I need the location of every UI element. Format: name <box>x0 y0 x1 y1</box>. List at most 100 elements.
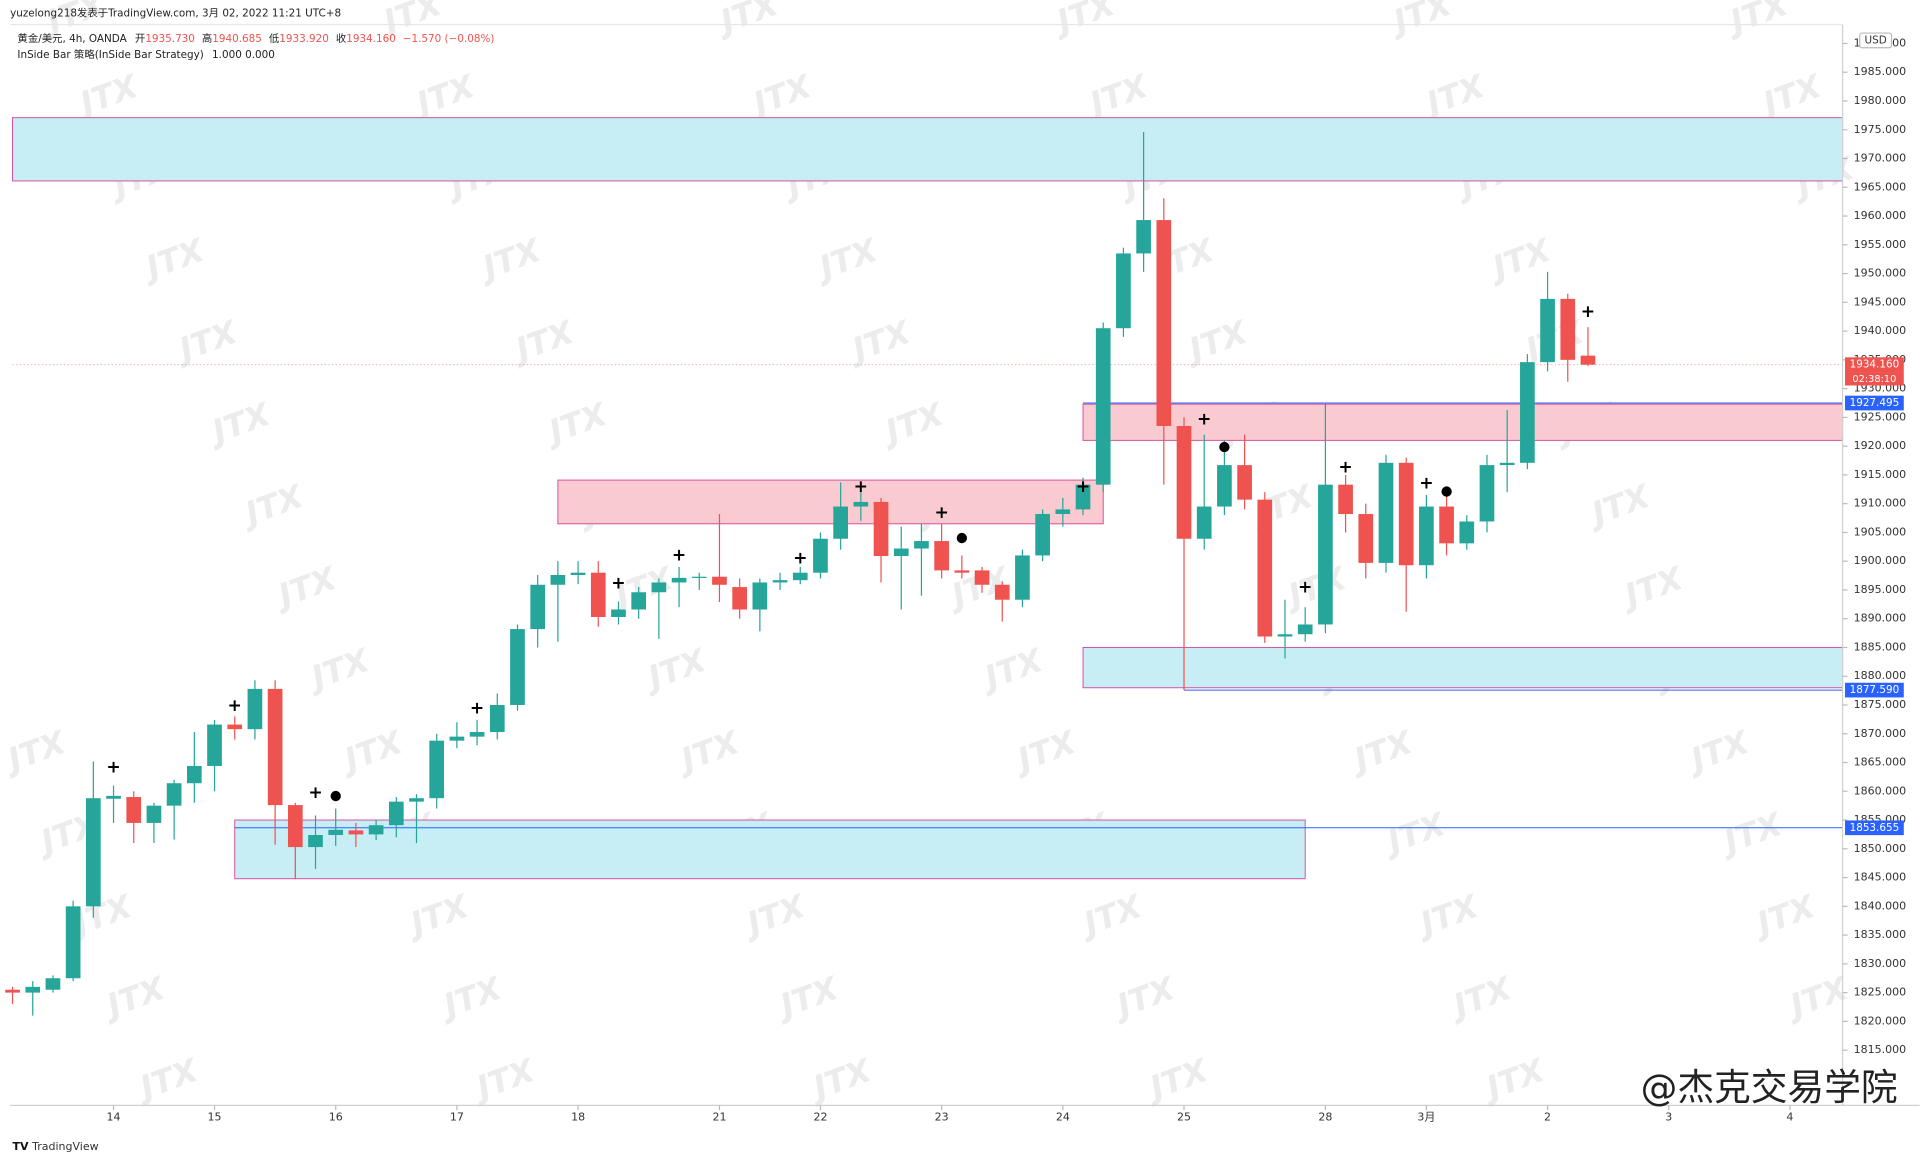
candle-body <box>287 805 303 848</box>
x-tick-label: 21 <box>712 1111 726 1124</box>
candle-body <box>429 740 445 799</box>
candle-body <box>934 541 949 571</box>
quote-value: 1933.920 <box>279 33 329 45</box>
signal-marker: + <box>308 783 322 803</box>
candle-body <box>1277 634 1293 637</box>
candle-body <box>207 724 222 766</box>
price-badge-label: 1927.495 <box>1850 397 1900 409</box>
candle-body <box>106 795 121 799</box>
y-tick-label: 1825.000 <box>1854 986 1906 999</box>
x-tick-label: 18 <box>571 1111 585 1124</box>
signal-marker: ● <box>330 788 342 803</box>
signal-marker: + <box>1419 474 1433 494</box>
candle-body <box>1196 506 1212 539</box>
candle-body <box>25 986 41 993</box>
candle-body <box>792 572 808 581</box>
watermark: JTX <box>710 0 785 43</box>
quote-change: −1.570 (−0.08%) <box>403 33 495 45</box>
candle-body <box>1156 220 1172 427</box>
candle-body <box>1378 462 1394 563</box>
x-tick-label: 28 <box>1318 1111 1332 1124</box>
zone <box>1082 403 1844 441</box>
signal-marker: + <box>1076 477 1090 497</box>
watermark: JTX <box>301 641 376 699</box>
zone <box>1082 646 1844 689</box>
candle-body <box>1075 484 1091 510</box>
axis-layer: 1815.000 1820.000 1825.000 1830.000 1835.000… <box>107 36 1907 1123</box>
author-line: yuzelong218发表于TradingView.com, 3月 02, 20… <box>10 6 341 19</box>
x-tick-label: 3 <box>1665 1111 1672 1124</box>
zone <box>234 819 1306 880</box>
watermark: JTX <box>770 969 845 1027</box>
watermark: JTX <box>1383 0 1458 43</box>
x-tick-label: 25 <box>1177 1111 1191 1124</box>
watermark: JTX <box>803 1051 878 1109</box>
y-tick-label: 1845.000 <box>1854 871 1906 884</box>
candle-body <box>1095 328 1111 485</box>
candle-body <box>974 570 990 585</box>
y-tick-label: 1940.000 <box>1854 324 1906 337</box>
watermark: JTX <box>1073 887 1148 945</box>
watermark: JTX <box>809 230 884 288</box>
watermark: JTX <box>974 641 1049 699</box>
y-tick-label: 1980.000 <box>1854 94 1906 107</box>
candle-body <box>1297 624 1313 635</box>
candle-body <box>146 805 162 823</box>
candle-body <box>65 906 81 979</box>
price-badge-label: 1934.160 <box>1850 359 1900 371</box>
candle-body <box>1176 426 1192 539</box>
candle-body <box>954 570 970 573</box>
candle-body <box>550 574 566 585</box>
y-tick-label: 1870.000 <box>1854 727 1906 740</box>
watermark: JTX <box>1482 230 1557 288</box>
candle-body <box>247 688 263 730</box>
signal-marker: + <box>106 758 120 778</box>
watermark: JTX <box>538 394 613 452</box>
y-tick-label: 1960.000 <box>1854 209 1906 222</box>
y-tick-label: 1925.000 <box>1854 410 1906 423</box>
y-tick-label: 1860.000 <box>1854 784 1906 797</box>
candle-body <box>186 765 202 784</box>
quote-value: 1934.160 <box>346 33 396 45</box>
watermark: JTX <box>1581 476 1656 534</box>
watermark: JTX <box>0 723 72 781</box>
y-tick-label: 1910.000 <box>1854 497 1906 510</box>
signal-marker: ● <box>956 531 968 546</box>
watermark: JTX <box>235 476 310 534</box>
signal-marker: + <box>611 574 625 594</box>
watermark: JTX <box>1007 723 1082 781</box>
quote-key: 低 <box>269 32 280 45</box>
symbol: 黄金/美元, 4h, OANDA <box>17 32 127 45</box>
candle-body <box>449 736 465 741</box>
quote-key: 开 <box>135 33 145 45</box>
watermark: JTX <box>671 723 746 781</box>
watermark: JTX <box>1680 723 1755 781</box>
candle-body <box>1015 555 1030 600</box>
quote-value: 1940.685 <box>212 33 262 45</box>
price-badge-label: 1853.655 <box>1850 822 1900 834</box>
candle-body <box>631 592 647 610</box>
candle-body <box>1398 462 1414 566</box>
watermark: JTX <box>1344 723 1419 781</box>
footer-logo: TV <box>13 1140 30 1153</box>
price-badge <box>1845 682 1904 698</box>
y-tick-label: 1850.000 <box>1854 842 1906 855</box>
y-tick-label: 1920.000 <box>1854 439 1906 452</box>
watermark: JTX <box>69 66 144 124</box>
zone <box>557 479 1104 525</box>
candle-body <box>1116 253 1131 329</box>
price-badge-label: 1877.590 <box>1850 684 1900 696</box>
candle-body <box>1439 506 1454 544</box>
candle-body <box>85 798 101 907</box>
watermark: JTX <box>1713 805 1788 863</box>
watermark: JTX <box>1106 969 1181 1027</box>
candle-body <box>1540 298 1555 363</box>
signal-marker: ● <box>1441 484 1453 499</box>
y-tick-label: 1985.000 <box>1854 65 1906 78</box>
watermark: JTX <box>1139 1051 1214 1109</box>
signal-marker: + <box>793 548 807 568</box>
candle-body <box>126 797 142 823</box>
signal-marker: + <box>470 698 484 718</box>
currency: USD <box>1865 34 1887 46</box>
